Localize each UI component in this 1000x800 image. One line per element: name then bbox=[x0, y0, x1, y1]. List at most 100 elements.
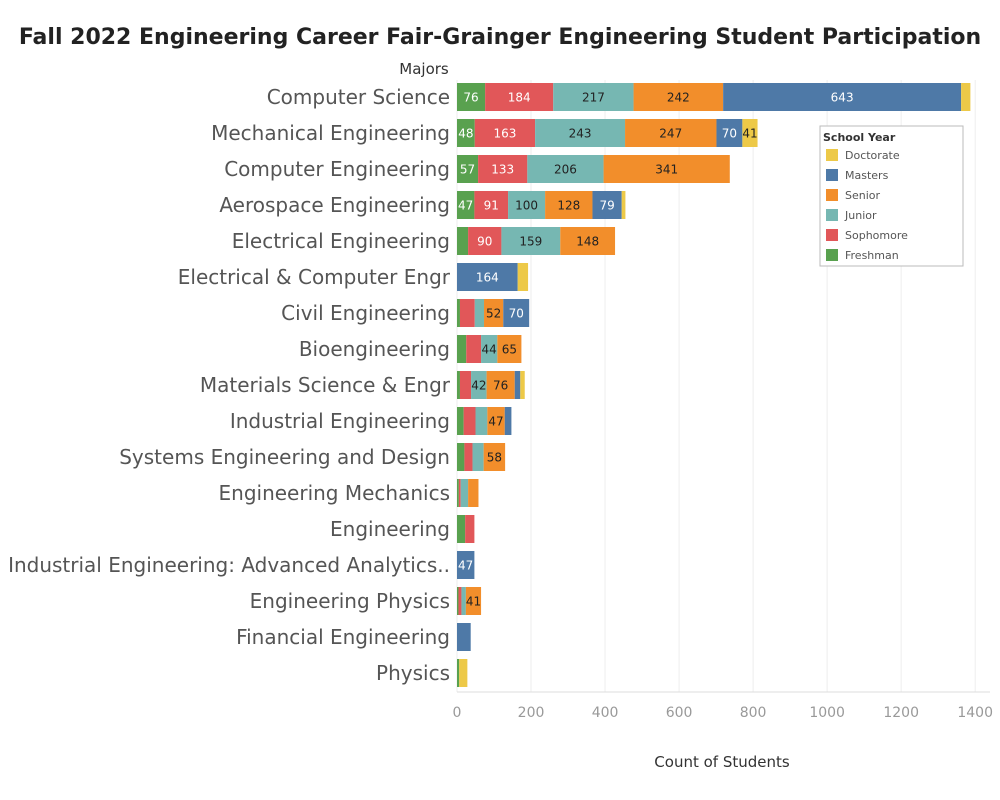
legend-label: Freshman bbox=[845, 249, 899, 262]
bar-segment-doctorate bbox=[621, 191, 626, 219]
data-label: 52 bbox=[486, 307, 501, 321]
x-tick-label: 1200 bbox=[883, 705, 919, 721]
bar-segment-junior bbox=[471, 371, 487, 399]
data-label: 247 bbox=[659, 127, 682, 141]
category-label: Bioengineering bbox=[299, 337, 450, 361]
legend-swatch bbox=[826, 189, 838, 201]
bar-segment-sophomore bbox=[474, 119, 536, 147]
bar-segment-doctorate bbox=[520, 371, 525, 399]
bar-segment-freshman bbox=[457, 587, 459, 615]
data-label: 70 bbox=[509, 307, 524, 321]
legend-label: Masters bbox=[845, 169, 889, 182]
data-label: 100 bbox=[515, 199, 538, 213]
category-label: Physics bbox=[376, 661, 450, 685]
data-label: 65 bbox=[502, 343, 517, 357]
bar-segment-junior bbox=[553, 83, 634, 111]
category-label: Computer Science bbox=[267, 85, 450, 109]
bar-segment-junior bbox=[501, 227, 561, 255]
bar-segment-senior bbox=[487, 407, 505, 435]
data-label: 206 bbox=[554, 163, 577, 177]
bar-row: 58 bbox=[457, 443, 506, 471]
data-label: 79 bbox=[599, 199, 614, 213]
data-label: 164 bbox=[476, 271, 499, 285]
legend-item: Freshman bbox=[826, 249, 899, 262]
bar-segment-freshman bbox=[457, 407, 464, 435]
bars: 76 184 217 242 643 48 163 243 247 70 41 57 133 206 341… bbox=[457, 83, 971, 687]
bar-row bbox=[457, 479, 479, 507]
bar-segment-junior bbox=[481, 335, 498, 363]
category-label: Engineering bbox=[330, 517, 450, 541]
bar-segment-doctorate bbox=[459, 659, 468, 687]
category-label: Electrical Engineering bbox=[232, 229, 450, 253]
bar-segment-senior bbox=[603, 155, 730, 183]
category-label: Industrial Engineering bbox=[230, 409, 450, 433]
bar-segment-sophomore bbox=[485, 83, 554, 111]
data-label: 163 bbox=[493, 127, 516, 141]
bar-row: 47 bbox=[457, 551, 475, 579]
bar-segment-senior bbox=[545, 191, 593, 219]
bar-segment-sophomore bbox=[465, 515, 475, 543]
legend-label: Junior bbox=[844, 209, 877, 222]
bar-row bbox=[457, 659, 468, 687]
data-label: 41 bbox=[742, 127, 757, 141]
bar-segment-freshman bbox=[457, 659, 460, 687]
bar-segment-freshman bbox=[457, 227, 469, 255]
data-label: 76 bbox=[493, 379, 508, 393]
bar-segment-masters bbox=[457, 623, 471, 651]
category-header: Majors bbox=[399, 60, 449, 78]
data-label: 643 bbox=[831, 91, 854, 105]
bar-row: 57 133 206 341 bbox=[457, 155, 730, 183]
data-label: 47 bbox=[488, 415, 503, 429]
bar-segment-freshman bbox=[457, 191, 475, 219]
bar-segment-junior bbox=[461, 587, 466, 615]
chart-title: Fall 2022 Engineering Career Fair-Graing… bbox=[19, 25, 981, 50]
legend-swatch bbox=[826, 209, 838, 221]
bar-segment-freshman bbox=[457, 335, 467, 363]
data-label: 58 bbox=[487, 451, 502, 465]
bar-segment-senior bbox=[625, 119, 717, 147]
bar-segment-masters bbox=[457, 551, 475, 579]
data-label: 47 bbox=[458, 199, 473, 213]
bar-segment-doctorate bbox=[742, 119, 758, 147]
bar-segment-freshman bbox=[457, 155, 479, 183]
x-tick-label: 800 bbox=[740, 705, 767, 721]
data-label: 70 bbox=[722, 127, 737, 141]
bar-row: 48 163 243 247 70 41 bbox=[457, 119, 758, 147]
bar-segment-freshman bbox=[457, 299, 460, 327]
bar-row bbox=[457, 515, 475, 543]
bar-segment-sophomore bbox=[474, 191, 509, 219]
legend-swatch bbox=[826, 249, 838, 261]
bar-segment-masters bbox=[592, 191, 622, 219]
category-labels: Computer Science Mechanical Engineering Co… bbox=[8, 85, 451, 685]
bar-segment-junior bbox=[527, 155, 604, 183]
bar-segment-sophomore bbox=[478, 155, 528, 183]
bar-segment-freshman bbox=[457, 515, 466, 543]
legend-item: Sophomore bbox=[826, 229, 908, 242]
data-label: 42 bbox=[471, 379, 486, 393]
data-label: 44 bbox=[482, 343, 497, 357]
data-label: 159 bbox=[519, 235, 542, 249]
bar-segment-junior bbox=[535, 119, 626, 147]
bar-segment-sophomore bbox=[459, 299, 475, 327]
bar-segment-sophomore bbox=[458, 479, 461, 507]
data-label: 90 bbox=[477, 235, 492, 249]
bar-segment-junior bbox=[475, 407, 488, 435]
bar-segment-freshman bbox=[457, 479, 459, 507]
legend-item: Senior bbox=[826, 189, 881, 202]
category-label: Materials Science & Engr bbox=[200, 373, 451, 397]
legend-swatch bbox=[826, 229, 838, 241]
data-label: 341 bbox=[655, 163, 678, 177]
category-label: Systems Engineering and Design bbox=[119, 445, 450, 469]
category-label: Engineering Mechanics bbox=[219, 481, 451, 505]
bar-segment-senior bbox=[484, 299, 504, 327]
bar-segment-freshman bbox=[457, 371, 460, 399]
bar-segment-senior bbox=[633, 83, 724, 111]
bar-segment-senior bbox=[483, 443, 506, 471]
legend-label: Senior bbox=[845, 189, 881, 202]
bar-segment-junior bbox=[472, 443, 484, 471]
legend-swatch bbox=[826, 169, 838, 181]
data-label: 48 bbox=[458, 127, 473, 141]
bar-segment-sophomore bbox=[468, 227, 502, 255]
data-label: 242 bbox=[667, 91, 690, 105]
